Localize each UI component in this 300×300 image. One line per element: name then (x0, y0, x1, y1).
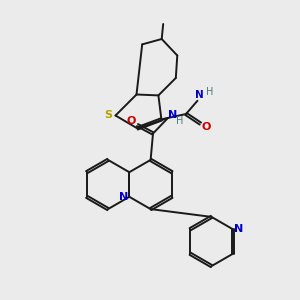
Text: H: H (176, 116, 183, 126)
Text: N: N (169, 110, 178, 121)
Text: S: S (104, 110, 112, 120)
Text: N: N (119, 192, 128, 202)
Text: N: N (194, 90, 203, 100)
Text: O: O (127, 116, 136, 127)
Text: N: N (234, 224, 243, 234)
Text: O: O (202, 122, 211, 132)
Text: H: H (206, 87, 214, 98)
